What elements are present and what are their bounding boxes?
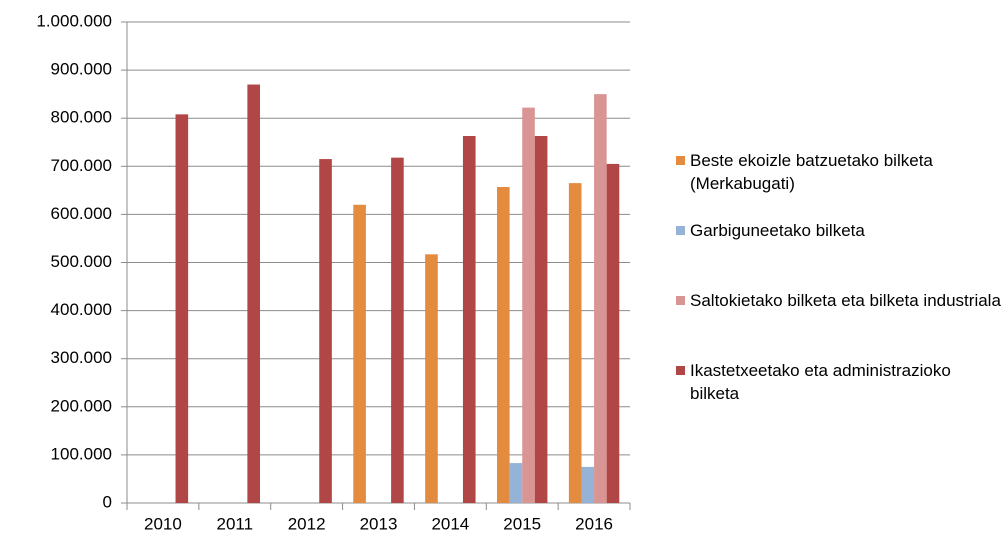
legend-swatch <box>676 296 685 305</box>
x-tick-label: 2014 <box>431 514 469 533</box>
y-tick-label: 300.000 <box>51 348 112 367</box>
x-tick-label: 2013 <box>360 514 398 533</box>
y-tick-label: 100.000 <box>51 444 112 463</box>
legend-item: Saltokietako bilketa eta bilketa industr… <box>676 289 1001 312</box>
y-tick-label: 900.000 <box>51 60 112 79</box>
x-tick-label: 2012 <box>288 514 326 533</box>
x-tick-label: 2010 <box>144 514 182 533</box>
legend-label: Saltokietako bilketa eta bilketa industr… <box>690 291 1001 310</box>
x-tick-label: 2015 <box>503 514 541 533</box>
bar <box>462 135 476 503</box>
bar <box>509 463 523 503</box>
bar <box>522 107 535 504</box>
bar <box>581 466 595 503</box>
bar <box>568 183 582 503</box>
bar <box>391 157 404 503</box>
legend-swatch <box>676 226 685 235</box>
legend-item: Garbiguneetako bilketa <box>676 219 1001 242</box>
legend-swatch <box>676 156 685 165</box>
legend-item: Ikastetxeetako eta administrazioko bilke… <box>676 359 1001 405</box>
legend-label: Ikastetxeetako eta administrazioko bilke… <box>690 361 951 403</box>
y-tick-label: 700.000 <box>51 156 112 175</box>
bar <box>534 135 548 503</box>
x-tick-label: 2016 <box>575 514 613 533</box>
x-tick-label: 2011 <box>217 514 254 533</box>
bar <box>175 114 189 504</box>
legend-swatch <box>676 366 685 375</box>
bar <box>353 204 366 503</box>
bar <box>497 186 510 503</box>
bar <box>319 159 332 503</box>
bar <box>425 254 438 503</box>
bar <box>247 84 260 503</box>
y-tick-label: 600.000 <box>51 204 112 223</box>
legend-label: Beste ekoizle batzuetako bilketa (Merkab… <box>690 151 933 193</box>
y-tick-label: 500.000 <box>51 252 112 271</box>
y-tick-label: 800.000 <box>51 108 112 127</box>
bar <box>606 163 620 503</box>
legend-label: Garbiguneetako bilketa <box>690 221 865 240</box>
bar <box>594 94 607 504</box>
legend-item: Beste ekoizle batzuetako bilketa (Merkab… <box>676 149 1001 195</box>
y-tick-label: 0 <box>103 492 112 511</box>
y-tick-label: 200.000 <box>51 396 112 415</box>
y-tick-label: 1.000.000 <box>36 11 112 30</box>
y-tick-label: 400.000 <box>51 300 112 319</box>
